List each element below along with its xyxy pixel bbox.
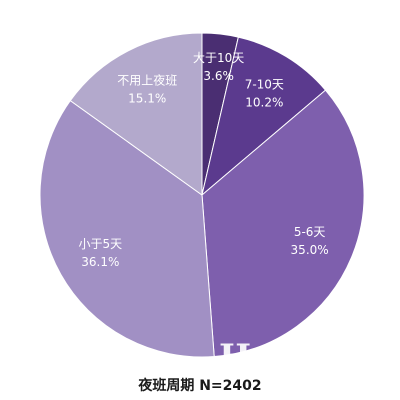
watermark-logo-letter: H [219, 337, 251, 377]
slice-label-name: 大于10天 [193, 51, 244, 65]
slice-label-name: 小于5天 [79, 237, 123, 251]
slice-label-name: 5-6天 [294, 225, 326, 239]
slice-label-name: 不用上夜班 [117, 72, 177, 87]
slice-label-value: 35.0% [291, 243, 329, 257]
pie-slice [201, 89, 365, 358]
chart-title: 夜班周期 N=2402 [137, 377, 261, 394]
slice-label-value: 36.1% [81, 255, 119, 269]
pie-slice [201, 36, 327, 197]
pie-slice [39, 99, 215, 358]
slice-label-name: 7-10天 [245, 78, 284, 92]
slice-label-value: 10.2% [245, 96, 283, 110]
watermark: H WWW.MORUSCH.COM 霍尔斯医疗 [219, 337, 365, 379]
labels-layer: 大于10天 3.6% 7-10天 10.2% 5-6天 35.0% 小于5天 36.1% 不用上… [79, 51, 329, 269]
pie-slice [69, 32, 203, 196]
watermark-name: 霍尔斯医疗 [256, 361, 331, 379]
slices-layer [39, 32, 365, 358]
slice-label-value: 15.1% [128, 91, 166, 105]
watermark-url: WWW.MORUSCH.COM [254, 348, 365, 358]
slice-label-value: 3.6% [203, 69, 234, 83]
